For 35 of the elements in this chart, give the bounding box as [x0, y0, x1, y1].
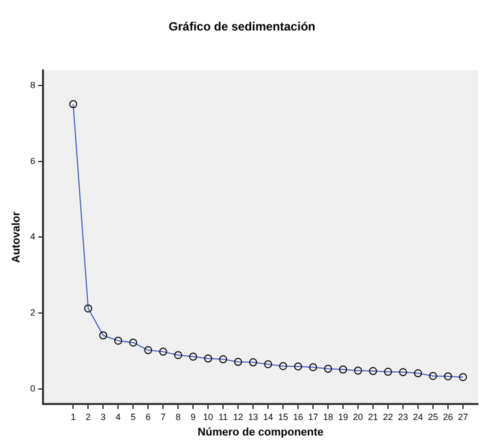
x-tick-label: 3	[100, 412, 106, 422]
x-tick-label: 1	[70, 412, 76, 422]
x-tick-label: 13	[248, 412, 258, 422]
x-tick-label: 5	[130, 412, 136, 422]
x-tick-label: 15	[278, 412, 288, 422]
y-tick-label: 4	[30, 232, 36, 242]
x-tick-label: 6	[146, 412, 151, 422]
x-tick-label: 17	[308, 412, 318, 422]
x-tick-label: 20	[353, 412, 364, 422]
x-tick-label: 8	[176, 412, 181, 422]
x-tick-label: 7	[160, 412, 166, 422]
x-tick-label: 18	[323, 412, 334, 422]
chart-title: Gráfico de sedimentación	[168, 20, 316, 34]
x-tick-label: 21	[368, 412, 378, 422]
x-tick-label: 25	[428, 412, 438, 422]
y-tick-label: 6	[30, 156, 36, 166]
y-tick-label: 2	[30, 308, 36, 318]
x-tick-label: 19	[338, 412, 348, 422]
x-tick-label: 27	[458, 412, 468, 422]
x-tick-label: 26	[443, 412, 454, 422]
x-tick-label: 22	[383, 412, 394, 422]
x-tick-label: 12	[233, 412, 244, 422]
x-tick-label: 4	[116, 412, 121, 422]
y-tick-label: 0	[30, 383, 36, 394]
x-tick-label: 16	[293, 412, 304, 422]
y-axis-title: Autovalor	[10, 210, 23, 263]
x-tick-label: 24	[413, 412, 424, 422]
y-tick-label: 8	[30, 80, 36, 90]
x-tick-label: 10	[203, 412, 214, 422]
x-tick-label: 23	[398, 412, 408, 422]
x-tick-label: 9	[190, 412, 196, 422]
x-tick-label: 11	[218, 412, 228, 422]
x-axis-title: Número de componente	[198, 426, 324, 438]
x-tick-label: 2	[86, 412, 91, 422]
x-tick-label: 14	[263, 412, 274, 422]
